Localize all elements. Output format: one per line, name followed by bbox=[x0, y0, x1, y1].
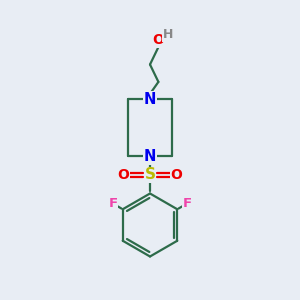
Text: N: N bbox=[144, 92, 156, 107]
Text: O: O bbox=[118, 168, 130, 182]
Text: S: S bbox=[145, 167, 155, 182]
Text: O: O bbox=[170, 168, 182, 182]
Text: H: H bbox=[163, 28, 173, 41]
Text: N: N bbox=[144, 149, 156, 164]
Text: O: O bbox=[152, 34, 164, 47]
Text: F: F bbox=[108, 197, 117, 210]
Text: F: F bbox=[183, 197, 192, 210]
